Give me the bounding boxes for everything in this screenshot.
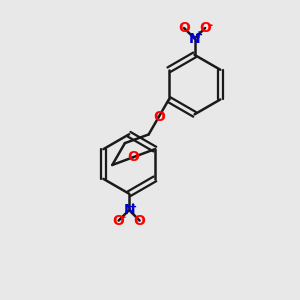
Text: +: +: [195, 30, 203, 40]
Text: O: O: [199, 21, 211, 35]
Text: +: +: [129, 202, 137, 212]
Text: -: -: [207, 19, 212, 32]
Text: -: -: [121, 211, 126, 224]
Text: N: N: [123, 203, 135, 217]
Text: O: O: [153, 110, 165, 124]
Text: O: O: [178, 21, 190, 35]
Text: N: N: [189, 32, 200, 46]
Text: O: O: [113, 214, 124, 228]
Text: O: O: [128, 150, 140, 164]
Text: O: O: [134, 214, 146, 228]
